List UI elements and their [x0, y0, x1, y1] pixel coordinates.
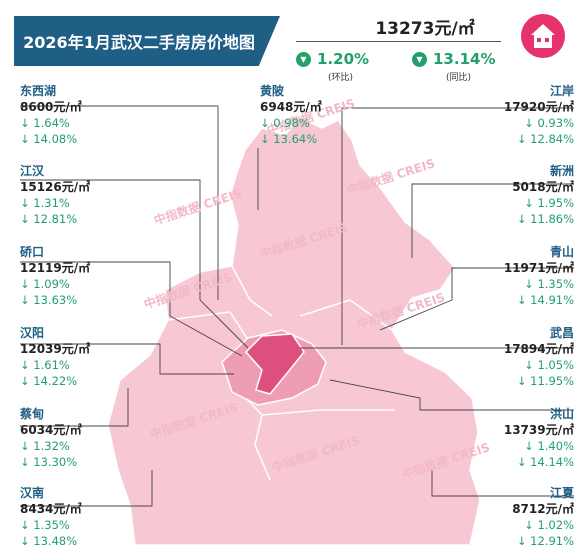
district-jiangan: 江岸 17920元/㎡ ↓ 0.93% ↓ 12.84%: [503, 84, 574, 146]
district-jianghan: 江汉 15126元/㎡ ↓ 1.31% ↓ 12.81%: [20, 164, 91, 226]
down-triangle-icon: ▼: [412, 51, 427, 67]
district-hongshan: 洪山 13739元/㎡ ↓ 1.40% ↓ 14.14%: [503, 407, 574, 469]
page-title: 2026年1月武汉二手房房价地图: [23, 33, 255, 52]
district-qingshan: 青山 11971元/㎡ ↓ 1.35% ↓ 14.91%: [503, 245, 574, 307]
district-jiangxia: 江夏 8712元/㎡ ↓ 1.02% ↓ 12.91%: [512, 486, 574, 548]
map-inner-boundaries: [167, 265, 395, 481]
overall-price: 13273元/㎡: [375, 19, 475, 39]
district-dongxihu: 东西湖 8600元/㎡ ↓ 1.64% ↓ 14.08%: [20, 84, 82, 146]
brand-logo-icon: [521, 14, 565, 58]
overall-mom: ▼ 1.20%: [296, 48, 369, 70]
map-outer-region: [107, 117, 481, 545]
district-huangpi: 黄陂 6948元/㎡ ↓ 0.98% ↓ 13.64%: [260, 84, 322, 146]
district-hannan: 汉南 8434元/㎡ ↓ 1.35% ↓ 13.48%: [20, 486, 82, 548]
overall-yoy-value: 13.14%: [433, 50, 496, 68]
title-banner: [14, 16, 280, 66]
leader-lines: [20, 105, 574, 507]
district-xinzhou: 新洲 5018元/㎡ ↓ 1.95% ↓ 11.86%: [512, 164, 574, 226]
down-triangle-icon: ▼: [296, 51, 311, 67]
overall-divider: [296, 41, 501, 42]
overall-yoy: ▼ 13.14%: [412, 48, 495, 70]
district-wuchang: 武昌 17894元/㎡ ↓ 1.05% ↓ 11.95%: [503, 326, 574, 388]
district-hanyang: 汉阳 12039元/㎡ ↓ 1.61% ↓ 14.22%: [20, 326, 91, 388]
district-qiaokou: 硚口 12119元/㎡ ↓ 1.09% ↓ 13.63%: [20, 245, 91, 307]
overall-mom-value: 1.20%: [317, 50, 370, 68]
overall-mom-caption: (环比): [328, 73, 354, 83]
map-dark-core: [244, 333, 305, 395]
overall-yoy-caption: (同比): [446, 73, 472, 83]
district-caidian: 蔡甸 6034元/㎡ ↓ 1.32% ↓ 13.30%: [20, 407, 82, 469]
